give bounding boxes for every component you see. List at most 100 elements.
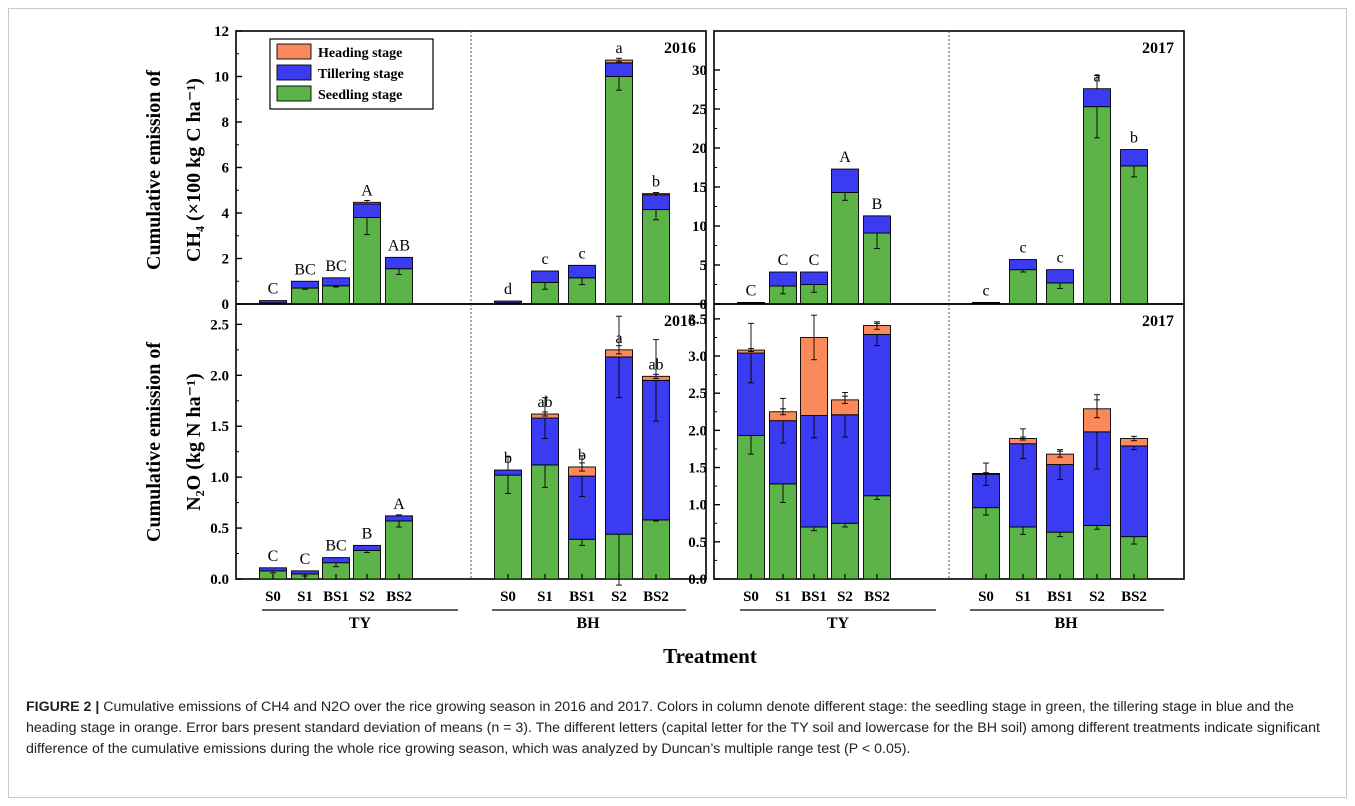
- n2o-y-title: Cumulative emission of N₂O (kg N ha⁻¹): [143, 342, 205, 542]
- significance-letter: ab: [537, 394, 552, 411]
- bar-tillering: [531, 270, 559, 283]
- significance-letter: b: [504, 450, 512, 467]
- x-tick-label: BS2: [643, 589, 669, 605]
- bar-tillering: [353, 544, 381, 551]
- bar-tillering: [605, 62, 633, 77]
- year-label: 2017: [1142, 313, 1174, 330]
- year-label: 2016: [664, 313, 696, 330]
- x-tick-label: BS2: [386, 589, 412, 605]
- y-tick-label: 10: [214, 70, 229, 86]
- bar-tillering: [322, 277, 350, 287]
- bar-tillering: [1120, 149, 1148, 167]
- significance-letter: b: [1130, 130, 1138, 147]
- bar-seedling: [605, 76, 633, 305]
- y-tick-label: 2.5: [688, 386, 707, 402]
- bar-seedling: [1083, 106, 1111, 305]
- y-tick-label: 0: [700, 297, 708, 313]
- significance-letter: b: [578, 447, 586, 464]
- x-tick-label: BS1: [1047, 589, 1073, 605]
- y-tick-label: 3.0: [688, 349, 707, 365]
- y-tick-label: 1.5: [688, 461, 707, 477]
- bar-tillering: [385, 515, 413, 522]
- significance-letter: a: [615, 330, 622, 347]
- y-tick-label: 0.5: [688, 535, 707, 551]
- figure-caption: FIGURE 2 | Cumulative emissions of CH4 a…: [26, 697, 1326, 760]
- bar-tillering: [291, 280, 319, 289]
- bar-tillering: [494, 469, 522, 476]
- bar-tillering: [353, 203, 381, 218]
- bar-tillering: [737, 301, 765, 304]
- y-tick-label: 1.5: [210, 419, 229, 435]
- x-tick-label: S0: [265, 589, 281, 605]
- y-tick-label: 25: [692, 102, 707, 118]
- bar-heading: [353, 201, 381, 205]
- significance-letter: C: [778, 252, 789, 269]
- bar-tillering: [863, 215, 891, 234]
- x-tick-label: BS1: [569, 589, 595, 605]
- significance-letter: C: [300, 551, 311, 568]
- y-tick-label: 3.5: [688, 312, 707, 328]
- x-tick-label: S2: [837, 589, 853, 605]
- significance-letter: c: [578, 245, 585, 262]
- year-label: 2017: [1142, 40, 1174, 57]
- x-tick-label: S1: [537, 589, 553, 605]
- x-axis-title: Treatment: [663, 644, 757, 668]
- x-tick-label: S1: [1015, 589, 1031, 605]
- y-tick-label: 12: [214, 24, 229, 40]
- x-tick-label: BS1: [801, 589, 827, 605]
- bar-tillering: [863, 334, 891, 497]
- bar-tillering: [831, 168, 859, 193]
- y-tick-label: 5: [700, 258, 708, 274]
- x-tick-label: S0: [500, 589, 516, 605]
- significance-letter: B: [362, 525, 373, 542]
- legend-label: Seedling stage: [318, 88, 402, 103]
- bar-tillering: [259, 300, 287, 304]
- panel-1: 0 5 10 15 20 25 30 C C C A Bc c c a b 2017: [692, 30, 1185, 313]
- bar-seedling: [831, 522, 859, 580]
- legend: Heading stage Tillering stage Seedling sta…: [269, 38, 434, 110]
- y-title-line2: N₂O (kg N ha⁻¹): [183, 373, 205, 511]
- y-title-line1: Cumulative emission of: [143, 342, 165, 542]
- bar-seedling: [800, 526, 828, 580]
- legend-swatch: [276, 64, 312, 81]
- significance-letter: A: [361, 182, 373, 199]
- significance-letter: a: [615, 40, 622, 57]
- significance-letter: c: [541, 251, 548, 268]
- bar-tillering: [972, 301, 1000, 304]
- y-tick-label: 6: [222, 161, 230, 177]
- y-tick-label: 15: [692, 180, 707, 196]
- bar-tillering: [322, 557, 350, 564]
- significance-letter: BC: [294, 261, 315, 278]
- group-label: TY: [827, 615, 850, 632]
- bar-seedling: [642, 209, 670, 305]
- y-tick-label: 20: [692, 141, 707, 157]
- figure-frame: [8, 8, 1347, 798]
- caption-label: FIGURE 2 |: [26, 699, 100, 715]
- x-tick-label: BS2: [864, 589, 890, 605]
- y-tick-label: 10: [692, 219, 707, 235]
- significance-letter: BC: [325, 258, 346, 275]
- significance-letter: a: [1093, 69, 1100, 86]
- bar-seedling: [642, 519, 670, 580]
- x-tick-label: S2: [1089, 589, 1105, 605]
- panel-3: 0.0 0.5 1.0 1.5 2.0 2.5 3.0 3.5 2017 S0 S1 BS1 S2 BS2…: [688, 303, 1185, 632]
- y-tick-label: 8: [222, 115, 230, 131]
- bar-seedling: [972, 507, 1000, 580]
- bar-tillering: [568, 264, 596, 279]
- bar-tillering: [800, 271, 828, 285]
- y-tick-label: 0: [222, 297, 230, 313]
- x-tick-label: BS2: [1121, 589, 1147, 605]
- y-tick-label: 1.0: [210, 470, 229, 486]
- y-tick-label: 1.0: [688, 498, 707, 514]
- y-title-line1: Cumulative emission of: [143, 70, 165, 270]
- y-tick-label: 2.0: [210, 368, 229, 384]
- x-tick-label: BS1: [323, 589, 349, 605]
- bar-seedling: [1083, 525, 1111, 580]
- year-label: 2016: [664, 40, 696, 57]
- bar-seedling: [322, 285, 350, 305]
- significance-letter: c: [1019, 240, 1026, 257]
- bar-seedling: [385, 520, 413, 580]
- significance-letter: C: [809, 252, 820, 269]
- legend-label: Heading stage: [318, 46, 402, 61]
